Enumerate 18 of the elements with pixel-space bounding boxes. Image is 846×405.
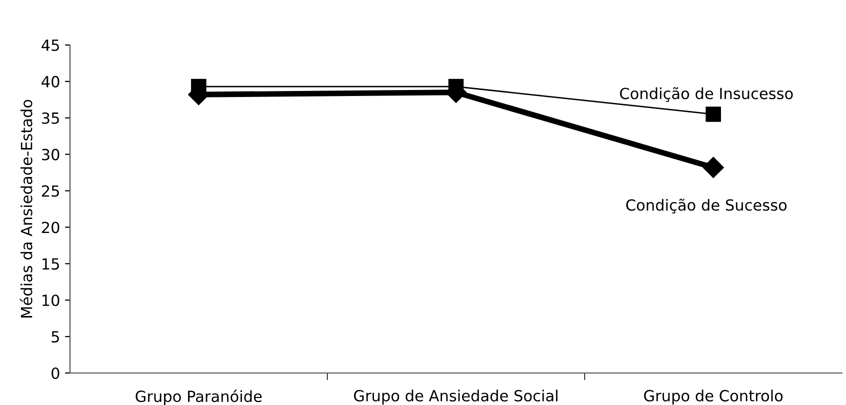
y-tick-label: 25	[42, 185, 59, 197]
y-tick-label: 35	[42, 112, 59, 124]
y-tick-label: 30	[42, 148, 60, 160]
x-tick-label: Grupo de Controlo	[644, 390, 783, 404]
point	[706, 106, 721, 122]
y-tick-label: 15	[42, 258, 59, 270]
series-label: Condição de Sucesso	[626, 198, 787, 214]
point	[702, 156, 724, 178]
y-tick-label: 20	[42, 222, 60, 234]
y-axis-title: Médias da Ansiedade-Estado	[20, 100, 32, 318]
x-tick-label: Grupo Paranóide	[136, 390, 262, 405]
y-tick-label: 10	[42, 294, 60, 306]
y-tick-label: 0	[52, 367, 60, 380]
y-tick-label: 5	[52, 331, 59, 343]
y-tick-label: 40	[42, 76, 60, 88]
x-tick-label: Grupo de Ansiedade Social	[354, 390, 558, 404]
y-tick-label: 45	[42, 40, 59, 52]
series-label: Condição de Insucesso	[620, 87, 793, 102]
